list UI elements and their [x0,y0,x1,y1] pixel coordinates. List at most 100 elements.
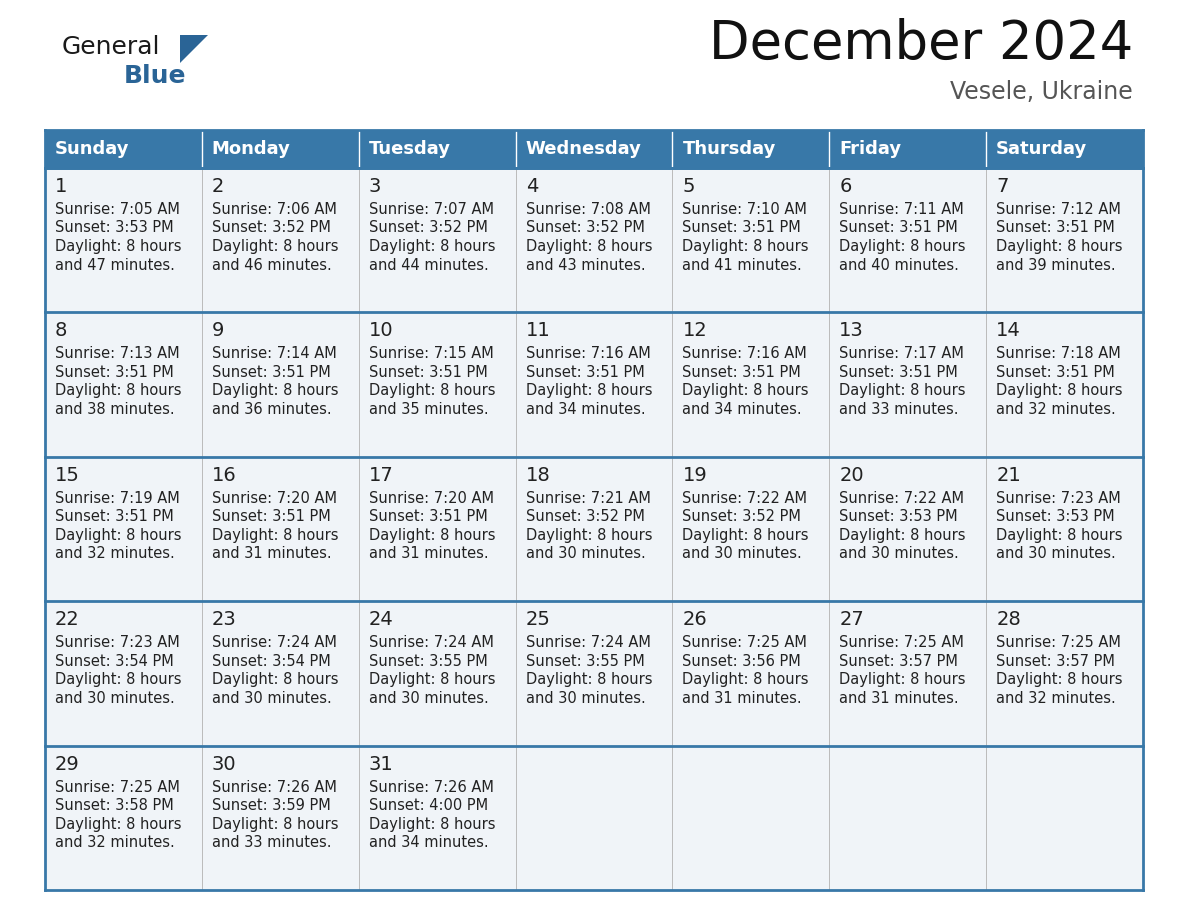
Text: Sunrise: 7:26 AM: Sunrise: 7:26 AM [211,779,336,795]
Text: Daylight: 8 hours: Daylight: 8 hours [525,384,652,398]
Text: Daylight: 8 hours: Daylight: 8 hours [211,528,339,543]
Text: Sunset: 3:55 PM: Sunset: 3:55 PM [525,654,644,668]
Text: Sunrise: 7:15 AM: Sunrise: 7:15 AM [368,346,493,362]
Bar [359,457,516,601]
Text: 19: 19 [682,465,707,485]
Text: Sunrise: 7:11 AM: Sunrise: 7:11 AM [839,202,963,217]
Text: and 41 minutes.: and 41 minutes. [682,258,802,273]
Bar [359,601,516,745]
Text: and 40 minutes.: and 40 minutes. [839,258,959,273]
Text: and 30 minutes.: and 30 minutes. [368,690,488,706]
Text: Sunday: Sunday [55,140,129,158]
Text: Blue: Blue [124,64,187,88]
Text: Daylight: 8 hours: Daylight: 8 hours [839,672,966,688]
Text: and 34 minutes.: and 34 minutes. [525,402,645,417]
Text: Sunset: 3:51 PM: Sunset: 3:51 PM [997,220,1114,236]
Text: Sunset: 4:00 PM: Sunset: 4:00 PM [368,798,488,813]
Text: Daylight: 8 hours: Daylight: 8 hours [525,239,652,254]
Text: and 32 minutes.: and 32 minutes. [55,835,175,850]
Text: 25: 25 [525,610,550,629]
Text: and 44 minutes.: and 44 minutes. [368,258,488,273]
Text: Daylight: 8 hours: Daylight: 8 hours [55,528,182,543]
Text: 24: 24 [368,610,393,629]
Text: Daylight: 8 hours: Daylight: 8 hours [839,384,966,398]
Bar [45,745,202,890]
Text: Sunset: 3:57 PM: Sunset: 3:57 PM [839,654,959,668]
Bar [516,601,672,745]
Bar [829,130,986,168]
Bar [516,457,672,601]
Text: Sunrise: 7:16 AM: Sunrise: 7:16 AM [525,346,650,362]
Text: and 39 minutes.: and 39 minutes. [997,258,1116,273]
Bar [829,601,986,745]
Bar [202,457,359,601]
Text: Daylight: 8 hours: Daylight: 8 hours [368,239,495,254]
Text: 11: 11 [525,321,550,341]
Text: Daylight: 8 hours: Daylight: 8 hours [211,672,339,688]
Text: Sunrise: 7:24 AM: Sunrise: 7:24 AM [525,635,651,650]
Text: 22: 22 [55,610,80,629]
Text: and 31 minutes.: and 31 minutes. [682,690,802,706]
Bar [986,601,1143,745]
Text: Daylight: 8 hours: Daylight: 8 hours [368,384,495,398]
Text: Sunrise: 7:22 AM: Sunrise: 7:22 AM [682,491,808,506]
Text: Sunset: 3:51 PM: Sunset: 3:51 PM [211,364,330,380]
Bar [516,130,672,168]
Text: Sunrise: 7:12 AM: Sunrise: 7:12 AM [997,202,1121,217]
Text: Sunset: 3:51 PM: Sunset: 3:51 PM [55,509,173,524]
Text: 26: 26 [682,610,707,629]
Text: Sunset: 3:51 PM: Sunset: 3:51 PM [682,364,801,380]
Text: and 30 minutes.: and 30 minutes. [839,546,959,561]
Bar [672,745,829,890]
Text: Sunrise: 7:05 AM: Sunrise: 7:05 AM [55,202,179,217]
Text: Sunrise: 7:18 AM: Sunrise: 7:18 AM [997,346,1121,362]
Polygon shape [181,35,208,63]
Bar [672,601,829,745]
Bar [359,130,516,168]
Text: Monday: Monday [211,140,291,158]
Bar [829,168,986,312]
Text: and 35 minutes.: and 35 minutes. [368,402,488,417]
Bar [516,745,672,890]
Bar [829,312,986,457]
Text: 28: 28 [997,610,1020,629]
Text: 30: 30 [211,755,236,774]
Text: Sunrise: 7:06 AM: Sunrise: 7:06 AM [211,202,336,217]
Text: Daylight: 8 hours: Daylight: 8 hours [682,239,809,254]
Text: Daylight: 8 hours: Daylight: 8 hours [525,672,652,688]
Text: and 33 minutes.: and 33 minutes. [211,835,331,850]
Bar [45,130,202,168]
Text: Sunset: 3:53 PM: Sunset: 3:53 PM [997,509,1114,524]
Bar [986,745,1143,890]
Text: 7: 7 [997,177,1009,196]
Text: Daylight: 8 hours: Daylight: 8 hours [55,239,182,254]
Text: and 30 minutes.: and 30 minutes. [682,546,802,561]
Bar [672,130,829,168]
Text: and 30 minutes.: and 30 minutes. [211,690,331,706]
Text: 13: 13 [839,321,864,341]
Text: Daylight: 8 hours: Daylight: 8 hours [839,239,966,254]
Text: Sunrise: 7:13 AM: Sunrise: 7:13 AM [55,346,179,362]
Text: Sunset: 3:51 PM: Sunset: 3:51 PM [368,509,487,524]
Text: and 46 minutes.: and 46 minutes. [211,258,331,273]
Text: Sunset: 3:52 PM: Sunset: 3:52 PM [525,220,644,236]
Text: and 36 minutes.: and 36 minutes. [211,402,331,417]
Bar [672,168,829,312]
Text: Sunrise: 7:16 AM: Sunrise: 7:16 AM [682,346,807,362]
Text: Sunrise: 7:25 AM: Sunrise: 7:25 AM [839,635,965,650]
Text: Sunrise: 7:23 AM: Sunrise: 7:23 AM [55,635,179,650]
Text: and 30 minutes.: and 30 minutes. [55,690,175,706]
Bar [202,601,359,745]
Bar [672,312,829,457]
Text: Sunset: 3:51 PM: Sunset: 3:51 PM [839,364,958,380]
Bar [45,601,202,745]
Text: 15: 15 [55,465,80,485]
Text: Daylight: 8 hours: Daylight: 8 hours [682,528,809,543]
Text: and 30 minutes.: and 30 minutes. [525,546,645,561]
Bar [202,130,359,168]
Text: 12: 12 [682,321,707,341]
Text: Sunrise: 7:08 AM: Sunrise: 7:08 AM [525,202,651,217]
Text: and 38 minutes.: and 38 minutes. [55,402,175,417]
Bar [829,457,986,601]
Text: 17: 17 [368,465,393,485]
